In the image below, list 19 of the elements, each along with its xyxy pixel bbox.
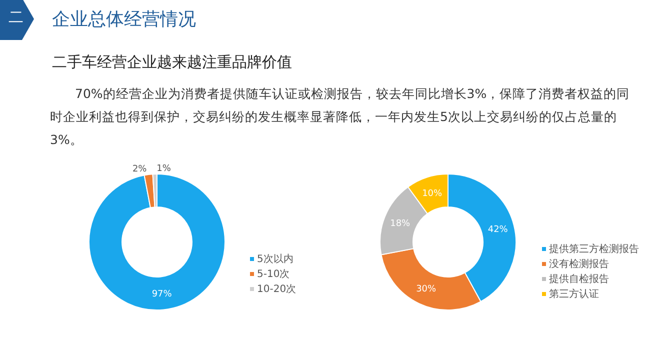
- legend-label: 5-10次: [257, 269, 290, 280]
- legend-label: 没有检测报告: [549, 258, 609, 270]
- legend-label: 提供自检报告: [549, 273, 609, 285]
- data-label: 30%: [416, 284, 437, 295]
- text: 70%的经营企业为消费者提供随车认证或检测报告，较去年同比增长3%，保障了消费者权益的同时企业利益也得到保护，交易纠纷的发生概率显著降低，一年内发生5次以上交易纠纷的仅占总量的3%。: [50, 85, 631, 149]
- data-label: 10%: [422, 189, 443, 200]
- data-label: 97%: [152, 289, 172, 300]
- text: 企业总体经营情况: [52, 8, 196, 31]
- data-label: 18%: [390, 219, 411, 230]
- donut-slice: [88, 174, 226, 310]
- text: 二手车经营企业越来越注重品牌价值: [52, 53, 292, 72]
- legend-label: 10-20次: [257, 284, 296, 295]
- legend-label: 第三方认证: [549, 288, 599, 300]
- data-label: 42%: [488, 225, 508, 236]
- legend-label: 提供第三方检测报告: [549, 243, 639, 255]
- data-label: 1%: [156, 164, 172, 174]
- text: 二: [8, 8, 24, 27]
- legend-label: 5次以内: [257, 253, 294, 265]
- data-label: 2%: [132, 164, 148, 175]
